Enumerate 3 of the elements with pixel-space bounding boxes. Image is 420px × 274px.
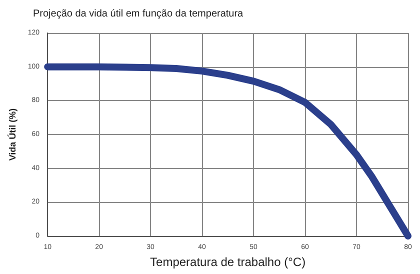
x-axis-title: Temperatura de trabalho (°C) — [150, 255, 306, 269]
y-axis-title: Vida Útil (%) — [8, 108, 18, 161]
chart-title: Projeção da vida útil em função da temperatura — [33, 8, 244, 20]
